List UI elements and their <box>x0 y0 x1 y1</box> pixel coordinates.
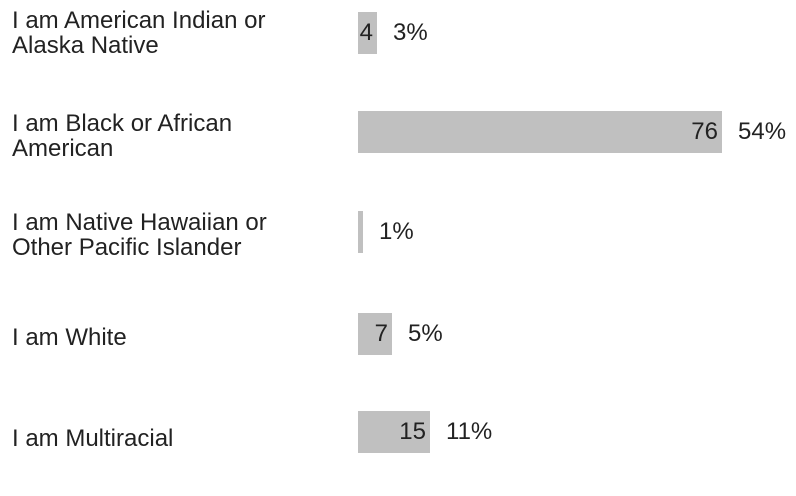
category-label: I am White <box>12 324 127 351</box>
percent-label: 11% <box>446 418 493 445</box>
percent-label: 3% <box>393 19 428 46</box>
bar-row: I am Multiracial 15 11% <box>0 406 796 496</box>
bar: 15 <box>358 411 430 453</box>
bar: 76 <box>358 111 722 153</box>
bar <box>358 211 363 253</box>
percent-label: 5% <box>408 320 443 347</box>
count-label: 76 <box>691 118 718 145</box>
count-label: 15 <box>399 418 426 445</box>
category-label: I am American Indian or Alaska Native <box>12 7 266 59</box>
horizontal-bar-chart: I am American Indian or Alaska Native 4 3%… <box>0 0 796 453</box>
bar-row: I am American Indian or Alaska Native 4 3% <box>0 0 796 90</box>
bar-row: I am Native Hawaiian or Other Pacific Is… <box>0 204 796 294</box>
percent-label: 54% <box>738 118 787 145</box>
bar-row: I am White 7 5% <box>0 306 796 396</box>
bar-row: I am Black or African American 76 54% <box>0 103 796 193</box>
percent-label: 1% <box>379 218 414 245</box>
count-label: 7 <box>374 320 388 347</box>
category-label: I am Black or African American <box>12 110 233 162</box>
bar: 4 <box>358 12 377 54</box>
bar: 7 <box>358 313 392 355</box>
category-label: I am Multiracial <box>12 425 174 452</box>
count-label: 4 <box>359 19 373 46</box>
category-label: I am Native Hawaiian or Other Pacific Is… <box>12 209 267 261</box>
